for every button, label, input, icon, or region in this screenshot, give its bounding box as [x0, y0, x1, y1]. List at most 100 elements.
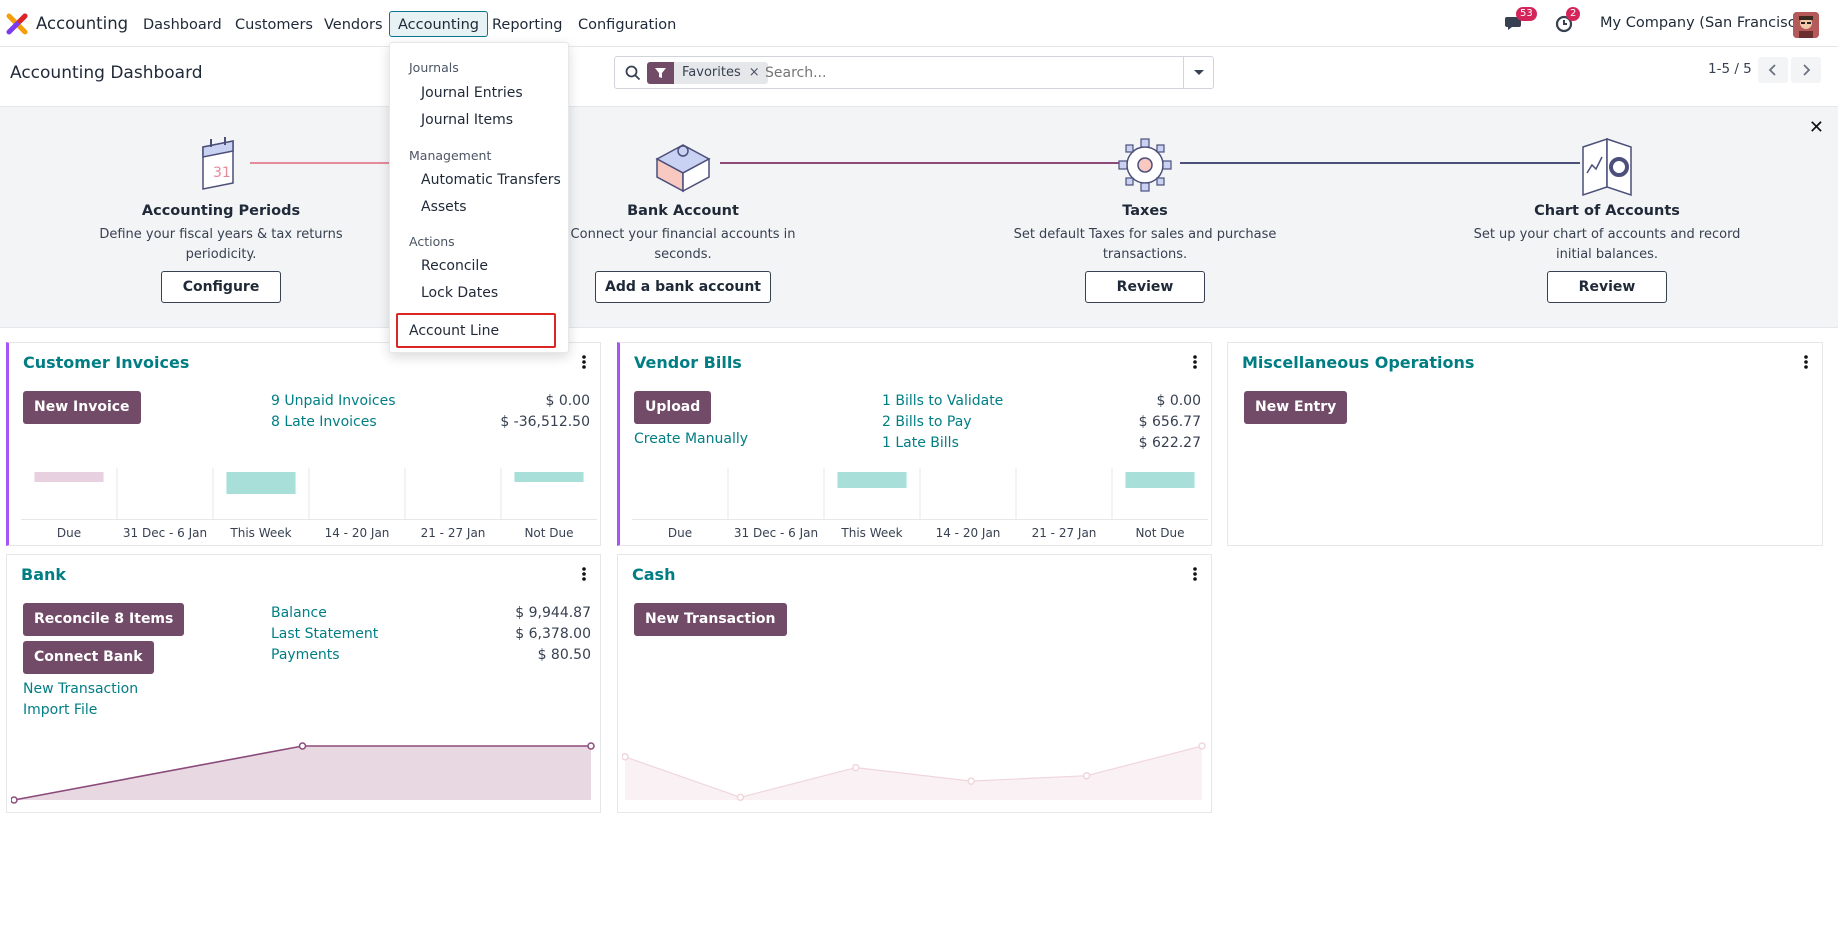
- data-point[interactable]: [587, 742, 595, 750]
- late-amount: $ -36,512.50: [500, 414, 590, 430]
- menu-item-automatic-transfers[interactable]: Automatic Transfers: [421, 172, 561, 188]
- new-entry-button[interactable]: New Entry: [1244, 391, 1348, 424]
- bills-to-pay-link[interactable]: 2 Bills to Pay: [882, 414, 972, 430]
- search-icon[interactable]: [625, 65, 641, 81]
- bar[interactable]: [514, 472, 584, 482]
- card-title[interactable]: Miscellaneous Operations: [1242, 353, 1475, 372]
- kebab-menu-icon[interactable]: [1193, 567, 1197, 581]
- nav-reporting[interactable]: Reporting: [492, 17, 563, 33]
- menu-item-journal-items[interactable]: Journal Items: [421, 112, 514, 128]
- tick-label: 14 - 20 Jan: [935, 526, 1001, 540]
- calendar-icon: 31: [202, 137, 234, 190]
- card-title[interactable]: Cash: [632, 565, 676, 584]
- nav-vendors[interactable]: Vendors: [324, 17, 383, 33]
- data-point[interactable]: [967, 777, 975, 785]
- data-point[interactable]: [11, 796, 18, 804]
- nav-customers[interactable]: Customers: [235, 17, 313, 33]
- tick-label: 14 - 20 Jan: [324, 526, 390, 540]
- add-bank-account-button[interactable]: Add a bank account: [595, 271, 771, 303]
- bills-bar-chart[interactable]: [632, 468, 1208, 520]
- unpaid-invoices-link[interactable]: 9 Unpaid Invoices: [271, 393, 396, 409]
- last-statement-link[interactable]: Last Statement: [271, 626, 379, 642]
- review-chart-button[interactable]: Review: [1547, 271, 1667, 303]
- messages-icon[interactable]: 53: [1504, 7, 1537, 35]
- data-point[interactable]: [298, 742, 307, 750]
- bank-card: Bank Reconcile 8 Items Connect Bank New …: [6, 554, 601, 813]
- step-description: Connect your financial accounts in second…: [570, 227, 796, 262]
- facet-remove-icon[interactable]: ×: [748, 65, 760, 80]
- nav-dashboard[interactable]: Dashboard: [143, 17, 222, 33]
- tick-label: Not Due: [1135, 526, 1185, 540]
- upload-button[interactable]: Upload: [634, 391, 712, 424]
- bar[interactable]: [1125, 472, 1195, 488]
- new-transaction-button[interactable]: New Transaction: [634, 603, 787, 636]
- menu-item-reconcile[interactable]: Reconcile: [421, 258, 488, 274]
- progress-line: [250, 162, 400, 164]
- bar[interactable]: [34, 472, 104, 482]
- nav-configuration[interactable]: Configuration: [578, 17, 677, 33]
- user-avatar[interactable]: [1793, 12, 1819, 38]
- connect-bank-button[interactable]: Connect Bank: [23, 641, 154, 674]
- kebab-menu-icon[interactable]: [582, 355, 586, 369]
- app-logo-icon[interactable]: [6, 13, 28, 35]
- invoices-bar-chart[interactable]: [21, 468, 597, 520]
- pager-previous-button[interactable]: [1758, 57, 1788, 83]
- data-point[interactable]: [736, 793, 745, 802]
- new-transaction-link[interactable]: New Transaction: [23, 681, 139, 697]
- activities-badge: 2: [1566, 7, 1581, 21]
- reconcile-items-button[interactable]: Reconcile 8 Items: [23, 603, 185, 636]
- activities-icon[interactable]: 2: [1554, 7, 1581, 35]
- page-title: Accounting Dashboard: [10, 63, 203, 83]
- step-title: Accounting Periods: [141, 203, 301, 219]
- progress-line: [1180, 162, 1580, 164]
- data-point[interactable]: [1198, 742, 1206, 750]
- card-title[interactable]: Customer Invoices: [23, 353, 190, 372]
- company-switcher[interactable]: My Company (San Francisco): [1600, 15, 1811, 31]
- balance-link[interactable]: Balance: [271, 605, 327, 621]
- card-title[interactable]: Vendor Bills: [634, 353, 742, 372]
- accounting-dropdown-menu: Journals Journal Entries Journal Items M…: [389, 42, 569, 353]
- top-navbar: Accounting Dashboard Customers Vendors A…: [0, 0, 1838, 47]
- bar[interactable]: [837, 472, 907, 488]
- bar[interactable]: [226, 472, 296, 494]
- create-manually-link[interactable]: Create Manually: [634, 431, 749, 447]
- vendor-bills-card: Vendor Bills Upload Create Manually 1 Bi…: [617, 342, 1212, 546]
- payments-link[interactable]: Payments: [271, 647, 340, 663]
- close-onboarding-icon[interactable]: ✕: [1808, 117, 1824, 138]
- pager-value[interactable]: 1-5 / 5: [1708, 61, 1752, 77]
- late-bills-link[interactable]: 1 Late Bills: [882, 435, 959, 451]
- tick-label: 31 Dec - 6 Jan: [122, 526, 208, 540]
- tick-label: 21 - 27 Jan: [1031, 526, 1097, 540]
- area-fill: [14, 746, 591, 800]
- late-invoices-link[interactable]: 8 Late Invoices: [271, 414, 377, 430]
- search-options-toggle[interactable]: [1183, 57, 1213, 88]
- gear-icon: [1118, 138, 1172, 192]
- progress-line: [720, 162, 1120, 164]
- nav-accounting[interactable]: Accounting: [389, 11, 488, 37]
- search-bar: Favorites ×: [614, 56, 1214, 89]
- review-taxes-button[interactable]: Review: [1085, 271, 1205, 303]
- kebab-menu-icon[interactable]: [1804, 355, 1808, 369]
- menu-item-assets[interactable]: Assets: [421, 199, 467, 215]
- menu-header-management: Management: [409, 148, 492, 163]
- data-point[interactable]: [852, 763, 860, 772]
- card-title[interactable]: Bank: [21, 565, 67, 584]
- import-file-link[interactable]: Import File: [23, 702, 98, 718]
- search-input[interactable]: [765, 61, 1145, 85]
- menu-item-account-line[interactable]: Account Line: [409, 323, 500, 339]
- customer-invoices-card: Customer Invoices New Invoice 9 Unpaid I…: [6, 342, 601, 546]
- configure-button[interactable]: Configure: [161, 271, 281, 303]
- menu-item-lock-dates[interactable]: Lock Dates: [421, 285, 499, 301]
- menu-item-journal-entries[interactable]: Journal Entries: [421, 85, 523, 101]
- bills-to-validate-link[interactable]: 1 Bills to Validate: [882, 393, 1004, 409]
- data-point[interactable]: [622, 753, 629, 761]
- kebab-menu-icon[interactable]: [582, 567, 586, 581]
- tick-label: Due: [667, 526, 693, 540]
- bank-line-chart[interactable]: [11, 738, 597, 808]
- pager-next-button[interactable]: [1791, 57, 1821, 83]
- cash-line-chart[interactable]: [622, 738, 1208, 808]
- new-invoice-button[interactable]: New Invoice: [23, 391, 141, 424]
- data-point[interactable]: [1082, 771, 1091, 780]
- kebab-menu-icon[interactable]: [1193, 355, 1197, 369]
- app-name[interactable]: Accounting: [36, 14, 129, 33]
